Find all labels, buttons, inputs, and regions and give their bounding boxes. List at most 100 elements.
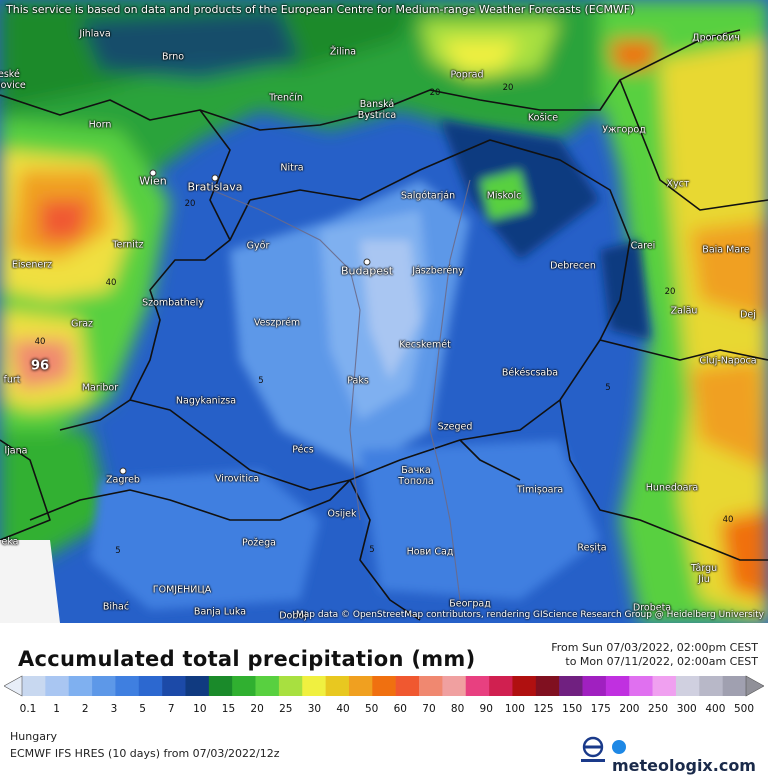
city-label: Veszprém bbox=[253, 317, 301, 329]
city-label: Győr bbox=[246, 240, 270, 252]
city-marker bbox=[211, 174, 219, 182]
city-label: Pécs bbox=[292, 444, 314, 456]
scale-tick-label: 40 bbox=[336, 703, 350, 715]
scale-tick-label: 80 bbox=[450, 703, 465, 715]
city-label: Kecskemét bbox=[399, 339, 451, 351]
scale-swatch bbox=[582, 676, 607, 696]
scale-swatch bbox=[535, 676, 560, 696]
city-label: Bratislava bbox=[187, 180, 243, 194]
scale-tick-label: 1 bbox=[53, 703, 60, 715]
city-label: Nitra bbox=[280, 162, 304, 174]
scale-swatch bbox=[652, 676, 677, 696]
value-label: 20 bbox=[429, 88, 441, 98]
city-label: Baia Mare bbox=[702, 244, 750, 256]
city-label: Бачка Топола bbox=[398, 465, 434, 487]
scale-swatch bbox=[68, 676, 93, 696]
value-label: 20 bbox=[502, 83, 514, 93]
scale-swatch bbox=[162, 676, 186, 696]
brand-text: meteologix.com bbox=[612, 756, 756, 775]
city-label: Dej bbox=[740, 309, 756, 321]
scale-swatch bbox=[372, 676, 396, 696]
color-scale-ticks: 0.1 1 2 3 5 7 10 15 20 25 30 40 50 60 70 80 90 100 125 150 1… bbox=[20, 703, 754, 717]
scale-tick-label: 50 bbox=[364, 703, 379, 715]
city-label: Ternitz bbox=[112, 239, 144, 251]
scale-tick-label: 60 bbox=[393, 703, 407, 715]
value-label: 40 bbox=[105, 278, 117, 288]
scale-swatch bbox=[442, 676, 467, 696]
city-label: Békéscsaba bbox=[501, 367, 559, 379]
scale-swatch bbox=[138, 676, 163, 696]
scale-swatch bbox=[232, 676, 256, 696]
period-to: to Mon 07/11/2022, 02:00am CEST bbox=[565, 655, 758, 668]
scale-tick-label: 15 bbox=[221, 703, 236, 715]
city-label: Дрогобич bbox=[692, 32, 740, 44]
value-label: 5 bbox=[369, 545, 375, 555]
scale-tick-label: 7 bbox=[167, 703, 175, 715]
scale-swatch bbox=[675, 676, 700, 696]
scale-swatch bbox=[348, 676, 373, 696]
scale-right-arrow bbox=[745, 675, 764, 697]
scale-tick-label: 500 bbox=[733, 703, 755, 715]
meteologix-icon bbox=[612, 740, 626, 754]
precipitation-map[interactable]: This service is based on data and produc… bbox=[0, 0, 768, 623]
scale-tick-label: 175 bbox=[590, 703, 611, 715]
city-label: eka bbox=[1, 536, 19, 548]
city-label: Banja Luka bbox=[193, 606, 247, 618]
city-label: Београд bbox=[449, 598, 491, 610]
scale-tick-label: 3 bbox=[110, 703, 118, 715]
scale-swatch bbox=[465, 676, 490, 696]
city-label: Miskolc bbox=[486, 190, 522, 202]
scale-swatch bbox=[722, 676, 747, 696]
max-value-label: 96 bbox=[30, 358, 50, 374]
scale-tick-label: 70 bbox=[422, 703, 436, 715]
scale-tick-label: 300 bbox=[676, 703, 697, 715]
scale-swatch bbox=[302, 676, 326, 696]
city-label: Hunedoara bbox=[645, 482, 699, 494]
legend-footer: Accumulated total precipitation (mm) Fro… bbox=[0, 623, 768, 775]
scale-tick-label: 200 bbox=[619, 703, 640, 715]
city-label: Cluj-Napoca bbox=[699, 355, 757, 367]
city-label: Maribor bbox=[81, 382, 119, 394]
city-label: Хуст bbox=[666, 178, 690, 190]
value-label: 40 bbox=[34, 337, 46, 347]
city-label: Reșița bbox=[577, 542, 607, 554]
scale-left-arrow bbox=[4, 675, 23, 697]
scale-tick-label: 2 bbox=[81, 703, 89, 715]
scale-swatch bbox=[208, 676, 233, 696]
city-label: Salgótarján bbox=[400, 190, 456, 202]
scale-swatch bbox=[325, 676, 350, 696]
city-label: Banská Bystrica bbox=[357, 99, 397, 121]
scale-tick-label: 400 bbox=[705, 703, 726, 715]
color-scale-bar bbox=[4, 675, 764, 697]
city-label: Virovitica bbox=[214, 473, 260, 485]
value-label: 40 bbox=[722, 515, 734, 525]
city-label: Nagykanizsa bbox=[175, 395, 237, 407]
city-label: Brno bbox=[161, 51, 185, 63]
scale-tick-label: 10 bbox=[193, 703, 207, 715]
forecast-period: From Sun 07/03/2022, 02:00pm CEST to Mon… bbox=[551, 641, 758, 669]
city-label: ГОМЈЕНИЦА bbox=[152, 584, 212, 596]
scale-tick-label: 25 bbox=[279, 703, 293, 715]
scale-tick-label: 5 bbox=[139, 703, 146, 715]
scale-swatch bbox=[92, 676, 116, 696]
value-label: 5 bbox=[605, 383, 611, 393]
city-label: Bihać bbox=[102, 601, 130, 613]
city-label: Zalău bbox=[670, 305, 698, 317]
city-label: Eisenerz bbox=[11, 259, 53, 271]
period-from: From Sun 07/03/2022, 02:00pm CEST bbox=[551, 641, 758, 654]
city-label: Carei bbox=[630, 240, 656, 252]
scale-swatch bbox=[559, 676, 583, 696]
city-label: Horn bbox=[88, 119, 112, 131]
scale-tick-label: 250 bbox=[648, 703, 669, 715]
city-label: Zagreb bbox=[106, 474, 140, 486]
scale-swatch bbox=[22, 676, 46, 696]
city-label: Jászberény bbox=[412, 265, 464, 277]
city-label: Debrecen bbox=[550, 260, 596, 272]
city-label: Szeged bbox=[437, 421, 473, 433]
city-label: eské jovice bbox=[0, 69, 26, 91]
city-label: Doboj bbox=[279, 610, 307, 622]
city-label: Ужгород bbox=[602, 124, 646, 136]
city-marker bbox=[149, 169, 157, 177]
city-label: Drobeta bbox=[632, 602, 672, 614]
legend-title: Accumulated total precipitation (mm) bbox=[18, 647, 476, 671]
